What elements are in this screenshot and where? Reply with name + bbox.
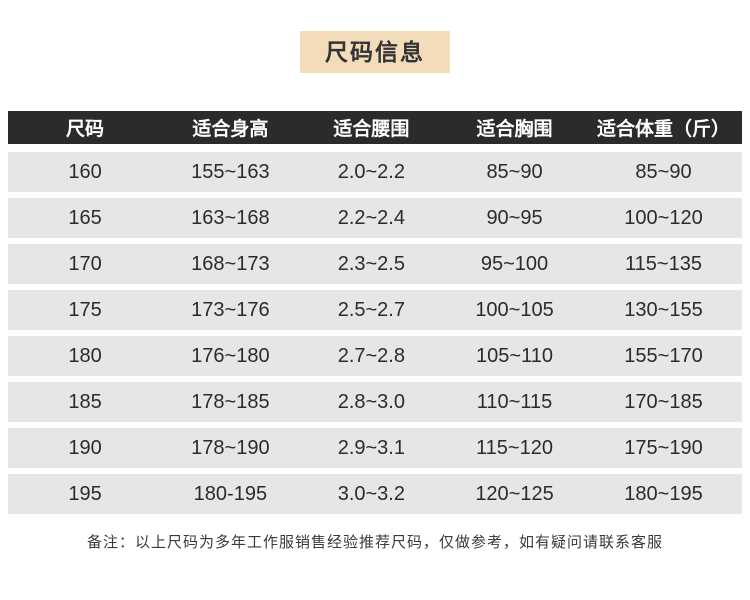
page-title-banner: 尺码信息 bbox=[300, 31, 450, 73]
table-row: 185 178~185 2.8~3.0 110~115 170~185 bbox=[8, 382, 742, 422]
cell-weight: 100~120 bbox=[624, 206, 703, 229]
cell-size: 185 bbox=[68, 390, 102, 413]
cell-height: 176~180 bbox=[191, 344, 270, 367]
cell-waist: 2.3~2.5 bbox=[337, 252, 405, 275]
cell-weight: 175~190 bbox=[624, 436, 703, 459]
cell-chest: 85~90 bbox=[486, 160, 543, 183]
table-row: 160 155~163 2.0~2.2 85~90 85~90 bbox=[8, 152, 742, 192]
cell-size: 190 bbox=[68, 436, 102, 459]
cell-height: 173~176 bbox=[191, 298, 270, 321]
cell-waist: 2.7~2.8 bbox=[337, 344, 405, 367]
cell-size: 165 bbox=[68, 206, 102, 229]
remark-note: 备注：以上尺码为多年工作服销售经验推荐尺码，仅做参考，如有疑问请联系客服 bbox=[86, 534, 663, 551]
column-header-chest: 适合胸围 bbox=[476, 119, 553, 140]
column-header-size: 尺码 bbox=[66, 119, 105, 140]
cell-waist: 2.0~2.2 bbox=[337, 160, 405, 183]
cell-size: 175 bbox=[68, 298, 102, 321]
size-info-page: { "title": "尺码信息", "table": { "headers":… bbox=[0, 31, 750, 600]
cell-height: 178~185 bbox=[191, 390, 270, 413]
table-row: 190 178~190 2.9~3.1 115~120 175~190 bbox=[8, 428, 742, 468]
cell-size: 180 bbox=[68, 344, 102, 367]
table-row: 165 163~168 2.2~2.4 90~95 100~120 bbox=[8, 198, 742, 238]
cell-waist: 2.9~3.1 bbox=[337, 436, 405, 459]
table-row: 195 180-195 3.0~3.2 120~125 180~195 bbox=[8, 474, 742, 514]
page-title: 尺码信息 bbox=[325, 39, 425, 65]
cell-weight: 180~195 bbox=[624, 482, 703, 505]
cell-waist: 3.0~3.2 bbox=[337, 482, 405, 505]
column-header-height: 适合身高 bbox=[192, 119, 269, 140]
table-row: 175 173~176 2.5~2.7 100~105 130~155 bbox=[8, 290, 742, 330]
cell-size: 170 bbox=[68, 252, 102, 275]
cell-chest: 100~105 bbox=[475, 298, 554, 321]
column-header-weight: 适合体重（斤） bbox=[596, 119, 730, 140]
cell-waist: 2.8~3.0 bbox=[337, 390, 405, 413]
table-row: 170 168~173 2.3~2.5 95~100 115~135 bbox=[8, 244, 742, 284]
table-row: 180 176~180 2.7~2.8 105~110 155~170 bbox=[8, 336, 742, 376]
table-header-row: 尺码 适合身高 适合腰围 适合胸围 适合体重（斤） bbox=[8, 111, 742, 144]
cell-weight: 115~135 bbox=[625, 252, 702, 275]
cell-weight: 170~185 bbox=[624, 390, 703, 413]
cell-size: 195 bbox=[68, 482, 102, 505]
size-table: 尺码 适合身高 适合腰围 适合胸围 适合体重（斤） 160 155~163 2.… bbox=[8, 111, 742, 514]
cell-weight: 130~155 bbox=[624, 298, 703, 321]
cell-height: 163~168 bbox=[191, 206, 270, 229]
cell-chest: 115~120 bbox=[476, 436, 553, 459]
cell-chest: 110~115 bbox=[476, 390, 553, 413]
cell-waist: 2.2~2.4 bbox=[337, 206, 405, 229]
column-header-waist: 适合腰围 bbox=[333, 119, 410, 140]
cell-height: 155~163 bbox=[191, 160, 270, 183]
cell-chest: 90~95 bbox=[486, 206, 543, 229]
cell-size: 160 bbox=[68, 160, 102, 183]
cell-chest: 105~110 bbox=[476, 344, 553, 367]
cell-chest: 120~125 bbox=[475, 482, 554, 505]
cell-height: 178~190 bbox=[191, 436, 270, 459]
cell-weight: 155~170 bbox=[624, 344, 703, 367]
cell-height: 180-195 bbox=[193, 482, 268, 505]
cell-waist: 2.5~2.7 bbox=[337, 298, 405, 321]
cell-height: 168~173 bbox=[191, 252, 270, 275]
cell-weight: 85~90 bbox=[635, 160, 692, 183]
cell-chest: 95~100 bbox=[480, 252, 549, 275]
